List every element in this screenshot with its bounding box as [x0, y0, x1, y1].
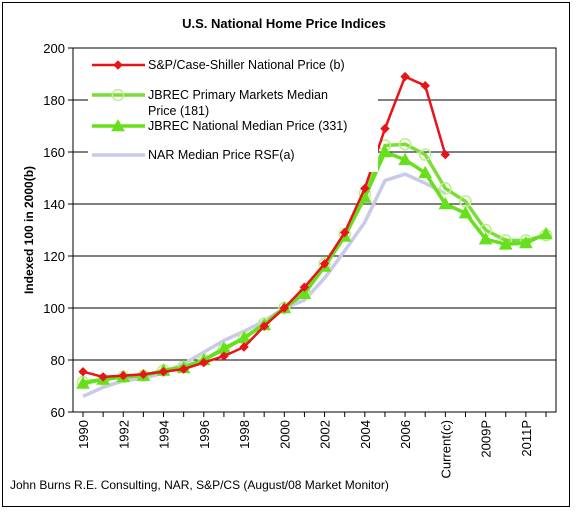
data-point	[380, 123, 390, 134]
data-point	[78, 366, 88, 377]
x-tick-label: 1994	[157, 420, 172, 449]
legend-label: S&P/Case-Shiller National Price (b)	[148, 58, 345, 72]
data-point	[458, 206, 473, 219]
legend-item: NAR Median Price RSF(a)	[92, 148, 295, 162]
data-point	[279, 303, 290, 313]
data-point	[378, 144, 392, 158]
y-tick-label: 60	[51, 405, 65, 420]
legend-label: JBREC Primary Markets Median Price (181)	[148, 88, 328, 118]
x-tick-label: 2000	[277, 420, 292, 449]
series-line	[82, 142, 547, 384]
legend-item: JBREC National Median Price (331)	[92, 118, 347, 133]
chart-title: U.S. National Home Price Indices	[182, 16, 386, 31]
x-tick-label: 2006	[398, 420, 413, 449]
x-tick-label: 1990	[76, 420, 91, 449]
data-point	[360, 183, 370, 194]
legend-label: JBREC National Median Price (331)	[148, 119, 347, 133]
data-point	[118, 370, 128, 381]
data-point	[418, 165, 433, 179]
y-tick-labels: 60 80 100 120 140 160 180 200	[43, 41, 65, 420]
axes	[68, 47, 557, 417]
x-tick-label: 2009P	[479, 420, 494, 458]
data-point	[539, 226, 553, 240]
data-point	[398, 152, 412, 166]
plot-area-border	[72, 47, 557, 413]
data-point	[297, 286, 312, 299]
series	[78, 71, 451, 382]
legend-item: JBREC Primary Markets Median Price (181)	[92, 88, 328, 118]
y-tick-label: 140	[43, 197, 65, 212]
data-point	[138, 369, 149, 380]
series	[76, 144, 553, 389]
series-layer	[76, 71, 553, 398]
data-point	[420, 80, 430, 91]
data-point	[418, 148, 432, 161]
x-tick-label: 1996	[197, 420, 212, 449]
x-tick-label: 2004	[358, 420, 373, 449]
y-tick-label: 80	[51, 353, 65, 368]
legend-label: NAR Median Price RSF(a)	[148, 148, 295, 162]
data-point	[178, 364, 189, 374]
data-point	[158, 366, 169, 377]
data-point	[319, 259, 330, 269]
data-point	[400, 71, 410, 82]
x-tick-label: 2011P	[519, 420, 534, 457]
legend-item: S&P/Case-Shiller National Price (b)	[92, 58, 345, 72]
data-point	[438, 196, 453, 210]
x-tick-label: 1998	[237, 420, 252, 449]
data-point	[478, 232, 493, 245]
legend-background	[88, 56, 378, 172]
data-point	[299, 282, 310, 292]
data-point	[398, 137, 412, 151]
x-tick-labels: 1990 1992 1994 1996 1998 2000 2002 2004 2006 Curr…	[76, 420, 534, 479]
data-point	[113, 60, 123, 70]
series-line	[82, 150, 547, 386]
y-axis-label: Indexed 100 in 2000(b)	[22, 166, 36, 294]
data-point	[219, 351, 229, 361]
y-tick-label: 160	[43, 145, 65, 160]
y-tick-label: 180	[43, 93, 65, 108]
x-tick-label: 1992	[116, 420, 131, 449]
y-tick-label: 120	[43, 249, 65, 264]
series-line	[82, 172, 447, 398]
data-point	[519, 235, 533, 249]
data-point	[259, 321, 269, 331]
data-point	[440, 149, 451, 160]
source-note: John Burns R.E. Consulting, NAR, S&P/CS …	[10, 478, 389, 492]
x-tick-label: Current(c)	[438, 420, 453, 479]
data-point	[111, 88, 125, 102]
y-tick-label: 100	[43, 301, 65, 316]
data-point	[199, 357, 209, 368]
data-point	[76, 376, 90, 389]
y-tick-label: 200	[43, 41, 65, 56]
series	[82, 172, 447, 398]
data-point	[339, 227, 350, 238]
data-point	[239, 342, 249, 352]
data-point	[98, 372, 108, 382]
series	[76, 137, 553, 389]
x-tick-label: 2002	[318, 420, 333, 449]
data-point	[111, 118, 125, 132]
data-point	[498, 237, 513, 250]
data-point	[439, 182, 452, 195]
legend: S&P/Case-Shiller National Price (b) JBREC…	[88, 56, 378, 172]
